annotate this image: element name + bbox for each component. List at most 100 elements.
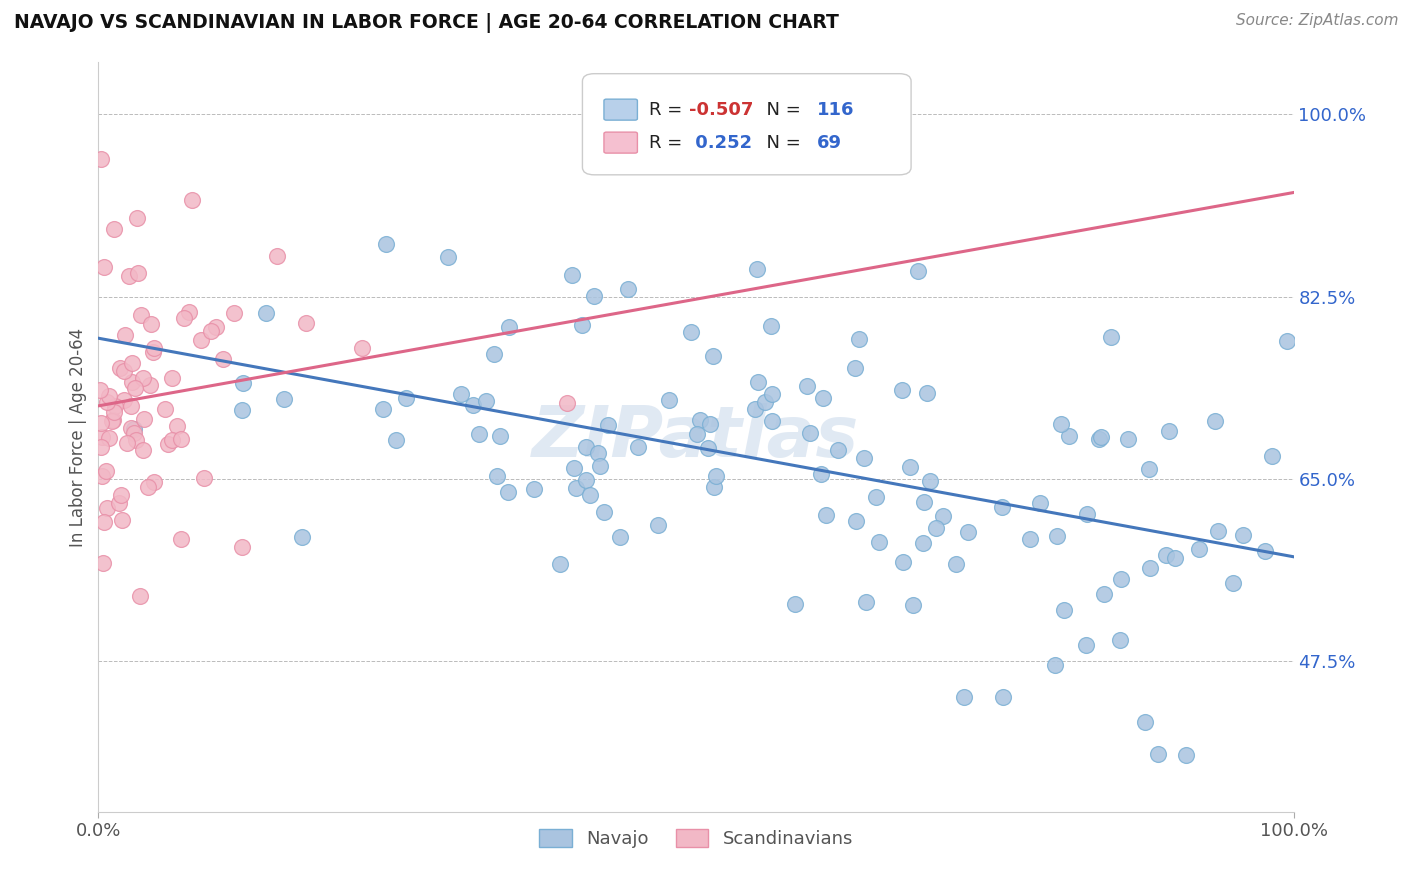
Point [582, 289, 605, 303]
Point [918, 474, 941, 488]
Point [166, 419, 188, 434]
Point [1046, 529, 1069, 543]
Point [121, 356, 143, 370]
Point [703, 480, 725, 494]
Point [96, 394, 118, 409]
Point [350, 341, 373, 355]
Point [945, 557, 967, 571]
Point [853, 451, 876, 466]
Point [122, 425, 145, 440]
Point [200, 324, 222, 338]
Point [108, 496, 131, 510]
Point [1222, 576, 1244, 591]
Text: NAVAJO VS SCANDINAVIAN IN LABOR FORCE | AGE 20-64 CORRELATION CHART: NAVAJO VS SCANDINAVIAN IN LABOR FORCE | … [14, 13, 839, 33]
Point [761, 414, 783, 428]
Point [575, 441, 598, 455]
Point [1087, 432, 1109, 446]
Point [124, 381, 146, 395]
Point [815, 508, 838, 523]
Point [562, 461, 585, 475]
Point [173, 310, 195, 325]
Text: N =: N = [755, 134, 806, 152]
Point [160, 371, 183, 385]
Point [122, 422, 145, 436]
Point [1076, 507, 1098, 521]
Point [679, 325, 702, 339]
Point [136, 480, 159, 494]
Point [845, 514, 868, 528]
Point [1109, 572, 1132, 586]
Text: R =: R = [650, 134, 689, 152]
Point [848, 332, 870, 346]
Point [90, 440, 112, 454]
Point [785, 597, 807, 611]
Point [395, 391, 418, 405]
Point [1147, 747, 1170, 761]
Point [868, 535, 890, 549]
Point [90, 468, 112, 483]
Point [134, 411, 156, 425]
Point [89, 383, 111, 397]
Point [110, 488, 132, 502]
Point [911, 536, 934, 550]
Point [759, 318, 782, 333]
Text: -0.507: -0.507 [689, 101, 754, 119]
Point [565, 481, 588, 495]
Point [1092, 586, 1115, 600]
Point [609, 530, 631, 544]
Point [579, 488, 602, 502]
Point [222, 306, 245, 320]
Point [704, 469, 727, 483]
Point [952, 690, 974, 705]
Text: ZIPatlas: ZIPatlas [533, 402, 859, 472]
Point [1043, 658, 1066, 673]
Point [205, 320, 228, 334]
Point [291, 531, 314, 545]
Point [1018, 533, 1040, 547]
Point [1206, 524, 1229, 538]
Point [561, 268, 583, 283]
Point [747, 375, 769, 389]
Point [761, 387, 783, 401]
Point [385, 433, 408, 447]
Point [120, 420, 142, 434]
Point [170, 532, 193, 546]
Point [754, 395, 776, 409]
Point [98, 389, 121, 403]
Point [482, 347, 505, 361]
Point [523, 482, 546, 496]
Point [747, 261, 769, 276]
Point [467, 427, 489, 442]
Point [1116, 433, 1139, 447]
Point [110, 360, 132, 375]
Point [811, 392, 834, 406]
Point [699, 417, 721, 432]
Text: 116: 116 [817, 101, 855, 119]
FancyBboxPatch shape [605, 132, 637, 153]
Point [891, 383, 914, 397]
Point [991, 500, 1014, 515]
Point [1157, 424, 1180, 438]
Point [925, 521, 948, 535]
Point [190, 333, 212, 347]
Point [127, 266, 149, 280]
Point [686, 427, 709, 442]
Point [91, 556, 114, 570]
Point [498, 319, 520, 334]
Point [1139, 561, 1161, 575]
Point [901, 599, 924, 613]
Point [375, 236, 398, 251]
Point [180, 194, 202, 208]
Point [589, 459, 612, 474]
Point [114, 327, 136, 342]
Point [450, 386, 472, 401]
Point [103, 222, 125, 236]
Point [799, 426, 821, 441]
Point [488, 429, 510, 443]
Point [647, 518, 669, 533]
Point [125, 433, 148, 447]
Point [1074, 638, 1097, 652]
Point [555, 396, 578, 410]
Point [496, 485, 519, 500]
Point [1174, 748, 1197, 763]
